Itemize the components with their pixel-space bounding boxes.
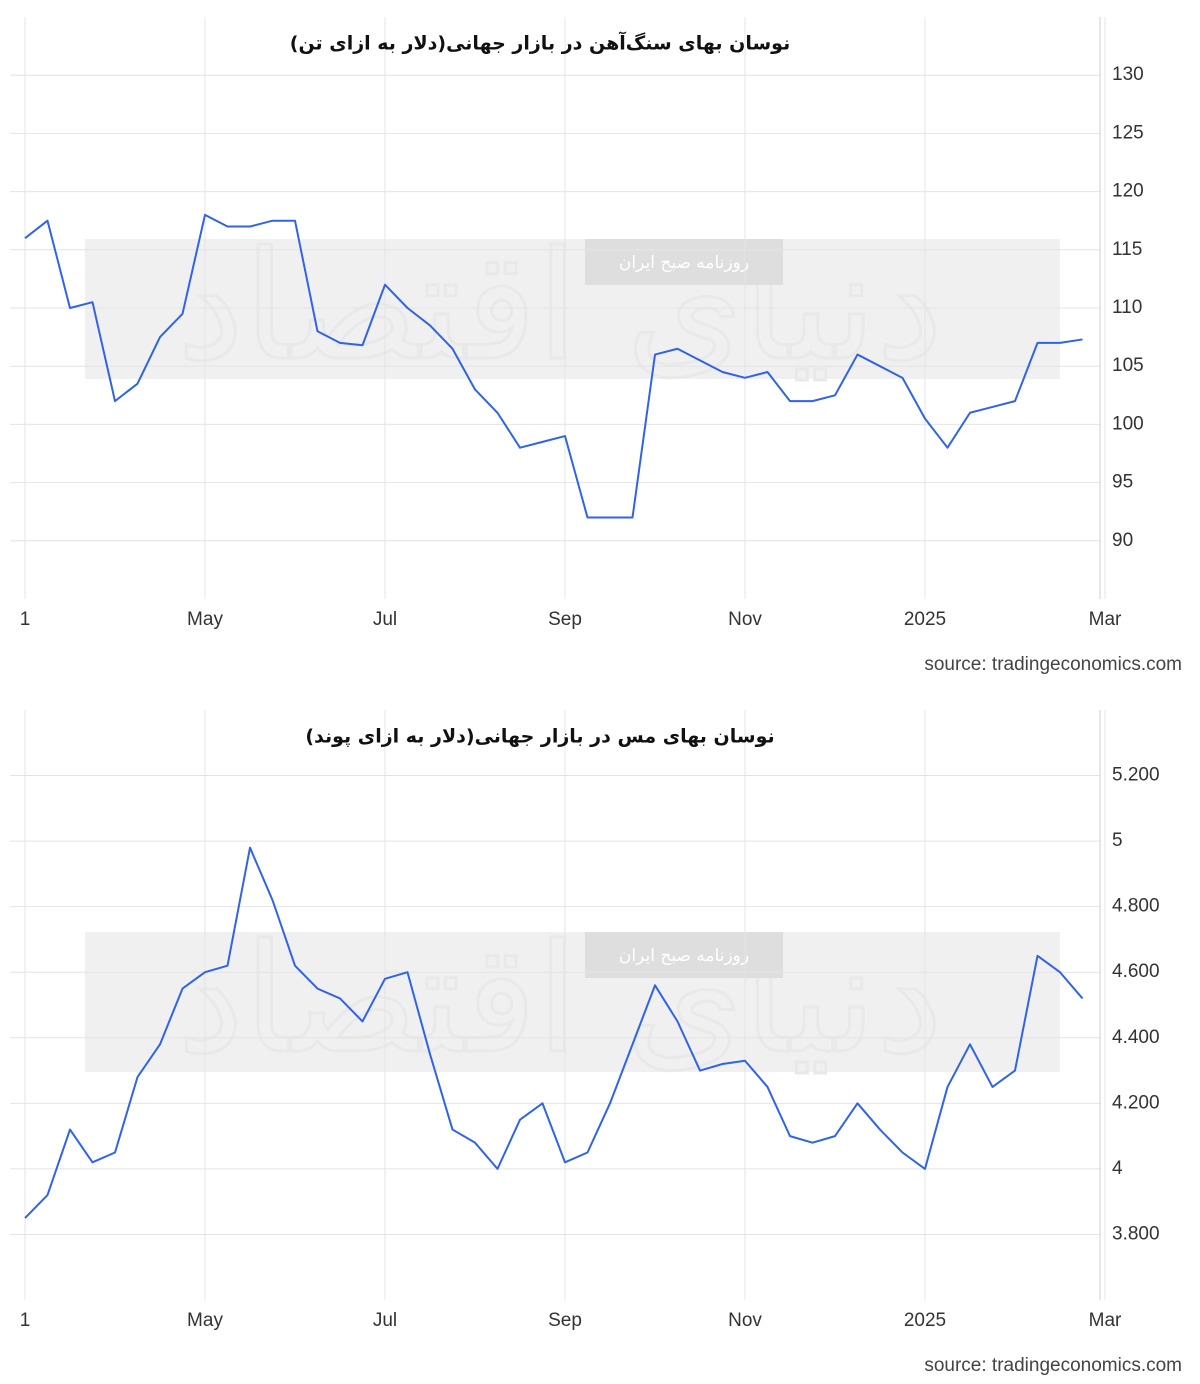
y-tick-label: 125	[1112, 122, 1144, 143]
y-tick-label: 5.200	[1112, 765, 1160, 786]
x-tick-label: 1	[20, 609, 31, 630]
y-tick-label: 4.200	[1112, 1092, 1160, 1113]
y-tick-label: 100	[1112, 413, 1144, 434]
y-tick-label: 90	[1112, 530, 1133, 551]
x-tick-label: Mar	[1089, 609, 1122, 630]
y-tick-label: 120	[1112, 181, 1144, 202]
x-tick-label: May	[187, 609, 223, 630]
watermark-band	[85, 932, 1060, 1072]
x-tick-label: Sep	[548, 609, 582, 630]
watermark-text: روزنامه صبح ایران	[619, 253, 749, 273]
y-tick-label: 4	[1112, 1158, 1123, 1179]
x-tick-label: Nov	[728, 609, 762, 630]
watermark-logo: دنیای اقتصاد	[177, 220, 943, 394]
line	[24, 213, 1083, 519]
watermark-text: روزنامه صبح ایران	[619, 946, 749, 966]
y-tick-label: 110	[1112, 297, 1142, 318]
y-tick-label: 3.800	[1112, 1223, 1160, 1244]
chart-title: نوسان بهای سنگ‌آهن در بازار جهانی(دلار ب…	[290, 31, 790, 55]
watermark-logo: دنیای اقتصاد	[177, 913, 943, 1087]
watermark-box	[585, 239, 783, 285]
y-tick-label: 95	[1112, 472, 1133, 493]
source: source: tradingeconomics.com	[924, 1355, 1182, 1376]
x-tick-label: Mar	[1089, 1310, 1122, 1331]
watermark-box	[585, 932, 783, 978]
x-tick-label: 1	[20, 1310, 31, 1331]
y-tick-label: 5	[1112, 830, 1123, 851]
x-tick-label: Jul	[373, 1310, 397, 1331]
y-tick-label: 4.600	[1112, 961, 1160, 982]
y-tick-label: 105	[1112, 355, 1144, 376]
x-tick-label: Sep	[548, 1310, 582, 1331]
x-tick-label: 2025	[904, 1310, 946, 1331]
x-tick-label: Jul	[373, 609, 397, 630]
line	[24, 846, 1084, 1219]
y-tick-label: 4.800	[1112, 896, 1160, 917]
x-tick-label: 2025	[904, 609, 946, 630]
x-tick-label: Nov	[728, 1310, 762, 1331]
y-tick-label: 130	[1112, 64, 1144, 85]
chart-title: نوسان بهای مس در بازار جهانی(دلار به ازا…	[305, 726, 774, 748]
y-tick-label: 4.400	[1112, 1027, 1160, 1048]
watermark-band	[85, 239, 1060, 379]
y-tick-label: 115	[1112, 239, 1142, 260]
x-tick-label: May	[187, 1310, 223, 1331]
source: source: tradingeconomics.com	[924, 654, 1182, 675]
